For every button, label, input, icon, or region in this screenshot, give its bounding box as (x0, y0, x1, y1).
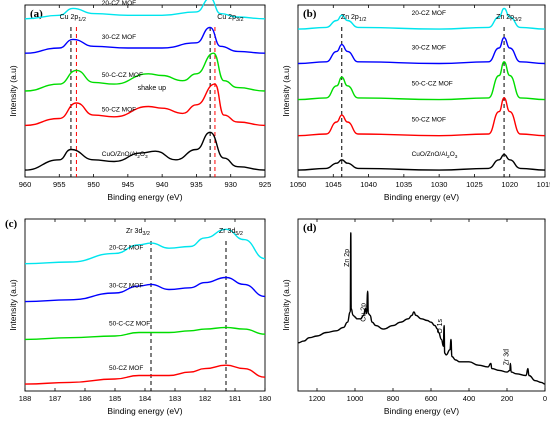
y-axis-label: Intensity (a.u) (281, 65, 291, 117)
chart-panel-1: (b) 1050 1045 1040 1035 1030 1025 1020 1015 Bindi… (281, 4, 550, 202)
series-line (297, 97, 546, 137)
peak-annotation: Zn 2p3/2 (496, 14, 522, 23)
series-label: CuO/ZnO/Al2O3 (412, 151, 458, 160)
x-tick-label: 1015 (537, 180, 550, 189)
peak-annotation: Zr 3d5/2 (219, 228, 243, 237)
series-label: 30-CZ MOF (109, 283, 143, 290)
series-line (297, 7, 546, 30)
peak-annotation: Zr 3d3/2 (126, 228, 150, 237)
series-line (24, 326, 266, 341)
x-tick-label: 0 (543, 394, 547, 403)
x-tick-label: 935 (190, 180, 203, 189)
series-line (24, 131, 266, 171)
series-label: 20-CZ MOF (102, 0, 136, 7)
chart-panel-3: (d) 1200 1000 800 600 400 200 0 Binding energy (… (281, 218, 547, 416)
x-tick-label: 183 (169, 394, 182, 403)
peak-annotation: Zn 2p (344, 249, 351, 267)
x-tick-label: 925 (259, 180, 272, 189)
chart-panel-2: (c) 188 187 186 185 184 183 182 181 180 Binding en… (5, 218, 271, 416)
x-tick-label: 187 (49, 394, 62, 403)
series-label: 50-C-CZ MOF (102, 72, 143, 79)
series-label: 50-C-CZ MOF (109, 320, 150, 327)
x-tick-label: 1035 (396, 180, 413, 189)
x-tick-label: 940 (156, 180, 169, 189)
x-tick-label: 960 (19, 180, 32, 189)
series-line (297, 61, 546, 101)
series-label: CuO/ZnO/Al2O3 (102, 151, 148, 160)
peak-annotation: Cu 2p (361, 303, 368, 322)
x-tick-label: 800 (387, 394, 400, 403)
y-axis-label: Intensity (a.u) (281, 279, 291, 331)
series-label: 50-CZ MOF (412, 117, 446, 124)
x-axis-label: Binding energy (eV) (107, 406, 182, 416)
x-axis-label: Binding energy (eV) (107, 192, 182, 202)
x-tick-label: 1030 (431, 180, 448, 189)
series-line (297, 36, 546, 65)
x-tick-label: 188 (19, 394, 32, 403)
series-label: 30-CZ MOF (102, 34, 136, 41)
series-label: 20-CZ MOF (412, 10, 446, 17)
x-tick-label: 182 (199, 394, 212, 403)
x-tick-label: 930 (224, 180, 237, 189)
x-tick-label: 955 (53, 180, 66, 189)
x-tick-label: 185 (109, 394, 122, 403)
series-line (24, 26, 266, 54)
x-tick-label: 1045 (325, 180, 342, 189)
panel-letter: (b) (303, 8, 317, 20)
peak-annotation: Zr 3d (503, 349, 510, 365)
series-line (24, 276, 266, 303)
panel-letter: (d) (303, 222, 317, 234)
x-tick-label: 180 (259, 394, 272, 403)
x-tick-label: 600 (425, 394, 438, 403)
x-tick-label: 186 (79, 394, 92, 403)
x-tick-label: 400 (463, 394, 476, 403)
series-line (24, 83, 266, 127)
plot-frame (297, 218, 546, 392)
x-tick-label: 1000 (347, 394, 364, 403)
plot-frame (297, 4, 546, 178)
x-tick-label: 1050 (290, 180, 307, 189)
x-tick-label: 181 (229, 394, 242, 403)
x-tick-label: 945 (122, 180, 135, 189)
peak-annotation: Zn 2p1/2 (341, 14, 367, 23)
series-line (24, 52, 266, 92)
x-tick-label: 1025 (466, 180, 483, 189)
series-label: 50-CZ MOF (102, 106, 136, 113)
series-line (297, 232, 546, 385)
series-label: 30-CZ MOF (412, 44, 446, 51)
x-tick-label: 950 (87, 180, 100, 189)
x-tick-label: 184 (139, 394, 152, 403)
peak-annotation: Cu 2p3/2 (217, 14, 243, 23)
peak-annotation: O 1s (437, 319, 444, 334)
x-axis-label: Binding energy (eV) (384, 192, 459, 202)
y-axis-label: Intensity (a.u) (8, 65, 18, 117)
x-tick-label: 1200 (309, 394, 326, 403)
peak-annotation: shake up (138, 85, 167, 92)
series-label: 50-C-CZ MOF (412, 81, 453, 88)
x-tick-label: 200 (501, 394, 514, 403)
series-line (24, 0, 266, 20)
y-axis-label: Intensity (a.u) (8, 279, 18, 331)
series-label: 50-CZ MOF (109, 365, 143, 372)
x-axis-label: Binding energy (eV) (384, 406, 459, 416)
series-label: 20-CZ MOF (109, 245, 143, 252)
series-line (297, 153, 546, 171)
panel-letter: (c) (5, 218, 18, 230)
peak-annotation: Cu 2p1/2 (60, 14, 86, 23)
series-line (24, 228, 266, 265)
x-tick-label: 1020 (501, 180, 518, 189)
x-tick-label: 1040 (360, 180, 377, 189)
series-line (24, 364, 266, 385)
